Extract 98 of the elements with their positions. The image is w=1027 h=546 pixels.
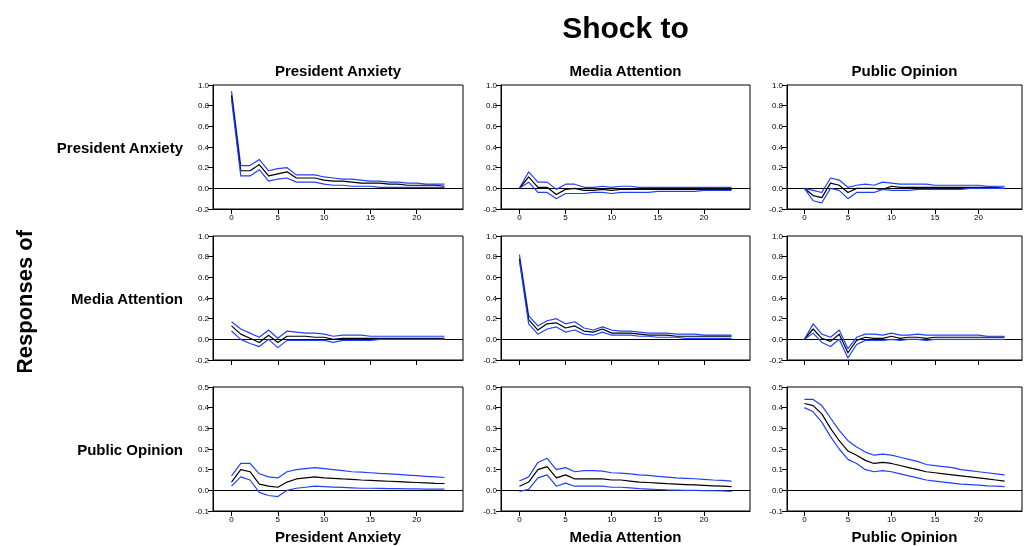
x-tick-label: 15 [365,212,376,222]
x-tick-label: 20 [974,514,984,524]
y-tick-label: 0.8 [771,101,784,111]
x-tick-label: 10 [886,514,897,524]
y-tick-label: 0.6 [485,272,498,282]
y-tick-label: -0.2 [195,355,210,365]
x-tick-label: 0 [229,212,235,222]
x-tick-label: 5 [275,212,281,222]
y-tick-label: 0.4 [485,403,498,413]
y-tick-label: 0.5 [485,382,498,392]
y-tick-label: 0.2 [485,163,498,173]
y-tick-label: 0.4 [771,142,784,152]
x-tick-label: 5 [563,212,569,222]
y-tick-label: 0.5 [771,382,784,392]
y-tick-label: 0.6 [771,121,784,131]
chart-title: Public Opinion [851,62,958,79]
y-tick-label: 0.3 [485,423,498,433]
y-tick-label: 0.0 [197,334,210,344]
y-tick-label: 0.4 [771,293,784,303]
y-tick-label: -0.2 [769,355,784,365]
x-tick-label: 10 [319,514,330,524]
x-tick-label: 15 [653,514,663,524]
x-tick-label: 0 [517,212,523,222]
y-tick-label: 0.0 [485,334,498,344]
y-axis-title: President Anxiety [56,138,184,156]
y-tick-label: 0.4 [197,403,210,413]
y-axis-title: Public Opinion [77,440,183,458]
y-tick-label: 0.4 [197,293,210,303]
x-tick-label: 15 [930,212,940,222]
y-tick-label: 0.2 [485,444,498,454]
y-tick-label: 0.1 [485,465,498,475]
y-tick-label: 0.8 [485,252,498,262]
y-tick-label: 0.3 [771,423,784,433]
x-axis-title: President Anxiety [274,528,402,545]
y-tick-label: 0.0 [485,183,498,193]
y-tick-label: 0.6 [485,121,498,131]
y-tick-label: -0.2 [483,355,498,365]
y-tick-label: 0.0 [771,183,784,193]
y-tick-label: 0.6 [197,121,210,131]
x-tick-label: 15 [653,212,663,222]
y-tick-label: -0.2 [483,204,498,214]
text: Responses of [11,229,37,375]
x-tick-label: 0 [229,514,235,524]
x-tick-label: 15 [930,514,940,524]
chart-title: Media Attention [569,62,682,79]
y-tick-label: 0.4 [771,403,784,413]
x-tick-label: 5 [845,212,851,222]
y-tick-label: 0.4 [485,293,498,303]
y-tick-label: -0.1 [195,506,210,516]
y-tick-label: 0.0 [197,485,210,495]
y-tick-label: 0.0 [485,485,498,495]
y-tick-label: 0.8 [771,252,784,262]
x-tick-label: 10 [886,212,897,222]
x-tick-label: 20 [412,514,422,524]
x-tick-label: 5 [275,514,281,524]
y-tick-label: 0.3 [197,423,210,433]
x-tick-label: 10 [607,514,617,524]
y-tick-label: 0.0 [771,334,784,344]
y-tick-label: 0.2 [197,444,210,454]
x-tick-label: 20 [699,212,709,222]
y-tick-label: 0.4 [197,142,210,152]
x-tick-label: 5 [845,514,851,524]
y-axis-title: Media Attention [71,289,183,307]
y-tick-label: -0.2 [769,204,784,214]
y-tick-label: 0.2 [197,314,210,324]
y-tick-label: 0.6 [771,272,784,282]
y-tick-label: 0.2 [771,163,784,173]
y-tick-label: -0.1 [483,506,498,516]
text: Shock to [562,10,689,44]
x-tick-label: 10 [607,212,617,222]
y-tick-label: 0.2 [197,163,210,173]
x-axis-title: Public Opinion [851,528,958,545]
y-tick-label: 0.2 [771,444,784,454]
y-tick-label: 0.5 [197,382,210,392]
x-tick-label: 15 [365,514,376,524]
y-tick-label: 0.0 [771,485,784,495]
y-tick-label: 0.2 [771,314,784,324]
y-tick-label: 0.1 [771,465,784,475]
y-tick-label: -0.1 [769,506,784,516]
y-tick-label: 0.0 [197,183,210,193]
y-tick-label: 0.8 [197,101,210,111]
chart-title: President Anxiety [274,62,402,79]
x-tick-label: 20 [699,514,709,524]
y-tick-label: 0.4 [485,142,498,152]
y-tick-label: 0.8 [197,252,210,262]
y-tick-label: 0.2 [485,314,498,324]
x-tick-label: 20 [412,212,422,222]
x-tick-label: 0 [802,212,808,222]
y-tick-label: -0.2 [195,204,210,214]
x-tick-label: 5 [563,514,569,524]
x-tick-label: 20 [974,212,984,222]
x-tick-label: 0 [802,514,808,524]
x-axis-title: Media Attention [569,528,682,545]
x-tick-label: 0 [517,514,523,524]
y-tick-label: 0.8 [485,101,498,111]
y-tick-label: 0.6 [197,272,210,282]
x-tick-label: 10 [319,212,330,222]
y-tick-label: 0.1 [197,465,210,475]
